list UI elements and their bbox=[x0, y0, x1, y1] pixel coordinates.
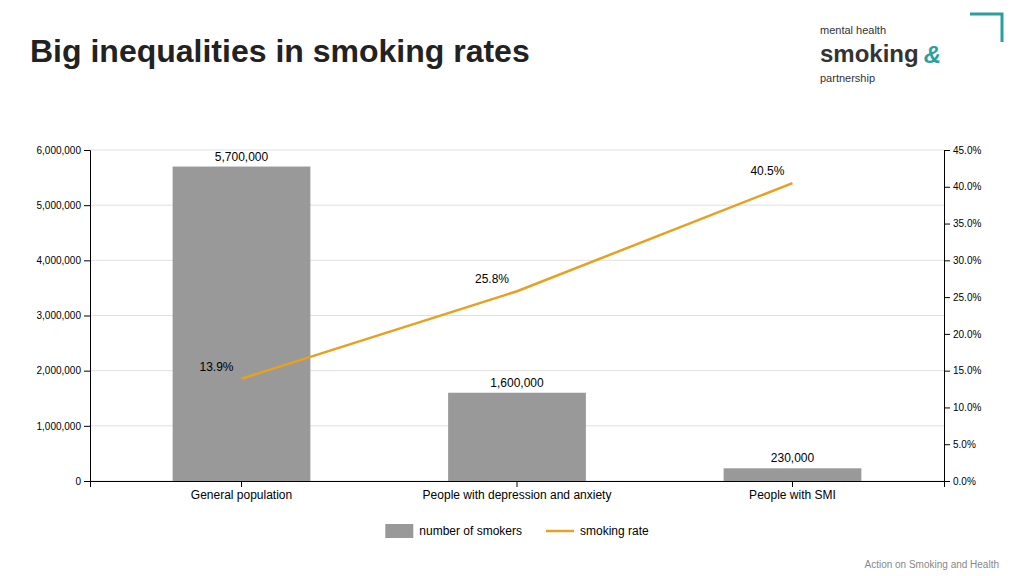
x-tick-mark bbox=[241, 481, 242, 487]
y2-tick-label: 20.0% bbox=[953, 329, 981, 340]
y2-tick: 20.0% bbox=[944, 329, 981, 340]
y2-tick: 5.0% bbox=[944, 439, 976, 450]
x-tick-label: People with SMI bbox=[749, 488, 836, 502]
source: Action on Smoking and Health bbox=[864, 559, 999, 570]
y2-tick-label: 25.0% bbox=[953, 292, 981, 303]
x-axis-line bbox=[91, 482, 945, 488]
bar-label: 1,600,000 bbox=[490, 376, 544, 390]
y-tick: 3,000,000 bbox=[37, 310, 91, 321]
line-label: 25.8% bbox=[475, 272, 509, 286]
legend: number of smokers smoking rate bbox=[385, 524, 649, 538]
y2-tick-mark bbox=[944, 150, 950, 151]
y-axis-line bbox=[84, 151, 91, 482]
y2-tick-mark bbox=[944, 371, 950, 372]
y-tick-mark bbox=[84, 481, 90, 482]
y-tick: 2,000,000 bbox=[37, 365, 91, 376]
y-tick-mark bbox=[84, 205, 90, 206]
line-label: 13.9% bbox=[199, 360, 233, 374]
bar bbox=[173, 167, 311, 481]
y-tick-mark bbox=[84, 426, 90, 427]
legend-item: smoking rate bbox=[546, 524, 649, 538]
y-axis: 0 1,000,000 2,000,000 3,000,000 4,000,000 5,0… bbox=[37, 145, 91, 487]
y-tick-label: 4,000,000 bbox=[37, 255, 82, 266]
logo: mental health smoking& partnership bbox=[820, 14, 1002, 84]
x-tick-label: People with depression and anxiety bbox=[423, 488, 612, 502]
legend-label: number of smokers bbox=[419, 524, 522, 538]
legend-label: smoking rate bbox=[580, 524, 649, 538]
y2-tick-mark bbox=[944, 187, 950, 188]
x-tick: People with SMI bbox=[749, 481, 836, 502]
y2-tick-label: 15.0% bbox=[953, 365, 981, 376]
legend-swatch bbox=[546, 530, 574, 533]
y2-tick-label: 30.0% bbox=[953, 255, 981, 266]
logo-bracket bbox=[970, 14, 1002, 42]
legend-item: number of smokers bbox=[385, 524, 522, 538]
logo-text: partnership bbox=[820, 72, 875, 84]
y2-axis: 0.0% 5.0% 10.0% 15.0% 20.0% 25.0% 30.0% 35.0% 40… bbox=[944, 145, 981, 487]
logo-text: smoking bbox=[820, 40, 919, 67]
y2-tick-mark bbox=[944, 444, 950, 445]
legend-swatch bbox=[385, 524, 413, 538]
y2-tick: 40.0% bbox=[944, 181, 981, 192]
y2-tick-mark bbox=[944, 224, 950, 225]
y-tick-label: 0 bbox=[75, 476, 81, 487]
y-tick-label: 1,000,000 bbox=[37, 421, 82, 432]
y-tick-label: 5,000,000 bbox=[37, 200, 82, 211]
line-label: 40.5% bbox=[750, 164, 784, 178]
y-tick: 1,000,000 bbox=[37, 421, 91, 432]
y-tick-mark bbox=[84, 316, 90, 317]
y2-tick-label: 45.0% bbox=[953, 145, 981, 156]
plot: 0 1,000,000 2,000,000 3,000,000 4,000,000 5,0… bbox=[37, 145, 982, 502]
y-tick-label: 2,000,000 bbox=[37, 365, 82, 376]
y-tick: 0 bbox=[75, 476, 90, 487]
x-tick-label: General population bbox=[191, 488, 292, 502]
data-labels: 5,700,000 1,600,000 230,000 13.9% 25.8% 40.5% bbox=[199, 150, 814, 466]
y2-tick-label: 5.0% bbox=[953, 439, 976, 450]
grid bbox=[90, 150, 944, 481]
bar-label: 5,700,000 bbox=[215, 150, 269, 164]
y-tick-label: 6,000,000 bbox=[37, 145, 82, 156]
y2-tick-label: 40.0% bbox=[953, 181, 981, 192]
y2-tick: 10.0% bbox=[944, 402, 981, 413]
y2-tick-label: 10.0% bbox=[953, 402, 981, 413]
y2-tick: 35.0% bbox=[944, 218, 981, 229]
y2-tick-mark bbox=[944, 334, 950, 335]
y2-tick-mark bbox=[944, 407, 950, 408]
y2-tick-mark bbox=[944, 260, 950, 261]
y2-tick-label: 0.0% bbox=[953, 476, 976, 487]
line bbox=[242, 183, 793, 379]
x-tick-mark bbox=[517, 481, 518, 487]
y2-axis-line bbox=[945, 151, 951, 482]
title: Big inequalities in smoking rates bbox=[30, 33, 530, 69]
x-axis: General population People with depression… bbox=[91, 481, 945, 502]
bar bbox=[724, 468, 862, 481]
y-tick-mark bbox=[84, 260, 90, 261]
bar bbox=[448, 393, 586, 481]
bar-label: 230,000 bbox=[771, 451, 815, 465]
y2-tick-mark bbox=[944, 297, 950, 298]
y-tick-label: 3,000,000 bbox=[37, 310, 82, 321]
marks bbox=[173, 167, 862, 481]
logo-text: mental health bbox=[820, 24, 886, 36]
y2-tick: 30.0% bbox=[944, 255, 981, 266]
y-tick: 6,000,000 bbox=[37, 145, 91, 156]
y-tick: 4,000,000 bbox=[37, 255, 91, 266]
x-tick: General population bbox=[191, 481, 292, 502]
chart: Big inequalities in smoking rates mental … bbox=[0, 0, 1024, 576]
y2-tick-label: 35.0% bbox=[953, 218, 981, 229]
y-tick: 5,000,000 bbox=[37, 200, 91, 211]
y-tick-mark bbox=[84, 371, 90, 372]
y2-tick: 25.0% bbox=[944, 292, 981, 303]
y2-tick: 45.0% bbox=[944, 145, 981, 156]
y2-tick: 15.0% bbox=[944, 365, 981, 376]
y2-tick: 0.0% bbox=[944, 476, 976, 487]
x-tick: People with depression and anxiety bbox=[423, 481, 612, 502]
x-tick-mark bbox=[792, 481, 793, 487]
logo-text: & bbox=[924, 41, 941, 68]
y-tick-mark bbox=[84, 150, 90, 151]
